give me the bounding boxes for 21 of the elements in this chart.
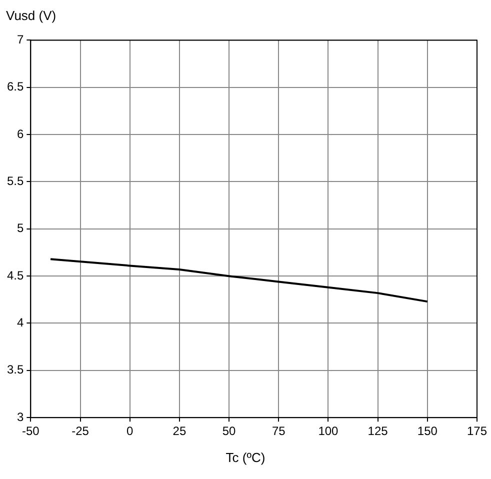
y-axis-title: Vusd (V) (6, 8, 56, 23)
y-tick-label: 6.5 (6, 80, 24, 94)
y-tick-label: 7 (16, 32, 24, 47)
y-tick-label: 5 (16, 221, 24, 236)
y-tick-label: 4.5 (6, 268, 24, 282)
x-tick-label: 175 (466, 424, 488, 438)
x-tick-label: -50 (22, 424, 40, 438)
y-tick-label: 5.5 (6, 174, 24, 188)
y-tick-label: 4 (16, 316, 24, 330)
y-tick-label: 3 (16, 410, 24, 424)
x-tick-label: 0 (126, 424, 134, 438)
y-tick-label: 3.5 (6, 362, 24, 377)
x-tick-label: 25 (172, 424, 186, 438)
x-tick-label: -25 (72, 424, 90, 438)
y-tick-label: 6 (16, 126, 24, 141)
x-tick-label: 75 (272, 424, 286, 438)
x-tick-label: 100 (318, 424, 339, 438)
x-tick-label: 150 (417, 424, 438, 438)
x-tick-label: 125 (368, 424, 388, 438)
x-tick-label: 50 (222, 424, 236, 438)
x-axis-title: Tc (ºC) (224, 450, 266, 465)
